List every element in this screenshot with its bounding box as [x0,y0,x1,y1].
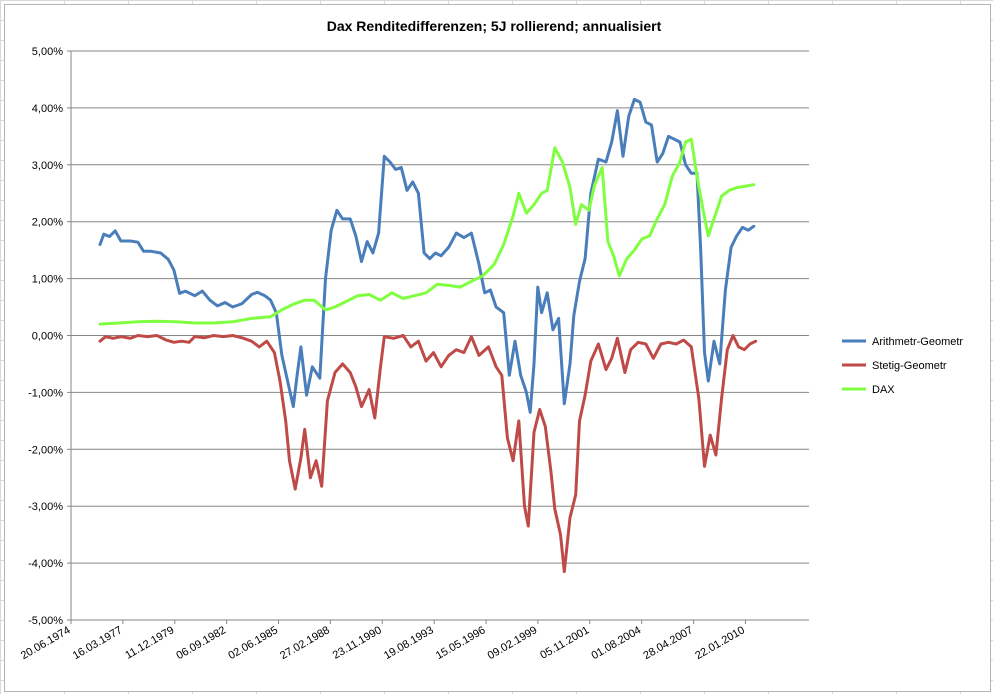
y-tick-label: 0,00% [32,331,63,343]
y-tick-label: -4,00% [28,558,63,570]
y-tick-label: -1,00% [28,387,63,399]
x-tick-label: 28.04.2007 [641,624,695,662]
series-line-arithmetr-geometr[interactable] [98,97,756,414]
y-tick-label: 1,00% [32,274,63,286]
x-tick-label: 20.06.1974 [19,624,73,662]
series-lines [98,97,758,574]
chart-area[interactable] [4,4,991,692]
legend-label: DAX [872,384,895,396]
series-line-stetig-geometr[interactable] [98,334,758,574]
x-tick-label: 01.08.2004 [589,624,643,662]
y-tick-label: -2,00% [28,444,63,456]
gridlines [71,50,809,621]
x-tick-label: 11.12.1979 [123,624,176,662]
legend: Arithmetr-Geometr Stetig-Geometr DAX [842,336,963,396]
x-tick-label: 15.05.1996 [434,624,488,662]
legend-label: Stetig-Geometr [872,360,947,372]
y-tick-label: 4,00% [32,103,63,115]
x-tick-label: 19.08.1993 [382,624,436,662]
chart-title: Dax Renditedifferenzen; 5J rollierend; a… [327,18,662,34]
x-tick-label: 27.02.1988 [278,624,332,662]
x-tick-label: 16.03.1977 [71,624,125,662]
y-tick-label: -3,00% [28,501,63,513]
x-tick-label: 06.09.1982 [174,624,228,662]
series-line-dax[interactable] [98,137,756,326]
x-tick-label: 22.01.2010 [693,624,747,662]
x-tick-label: 09.02.1999 [486,624,540,662]
x-tick-label: 05.11.2001 [538,624,591,662]
y-tick-label: 2,00% [32,217,63,229]
y-tick-label: 5,00% [32,46,63,58]
x-axis-ticks: 20.06.197416.03.197711.12.197906.09.1982… [19,620,747,662]
x-tick-label: 02.06.1985 [226,624,280,662]
y-tick-label: -5,00% [28,615,63,627]
y-tick-label: 3,00% [32,160,63,172]
legend-label: Arithmetr-Geometr [872,336,963,348]
y-axis-ticks: 5,00% 4,00% 3,00% 2,00% 1,00% 0,00% -1,00% -2,0… [28,46,71,627]
x-tick-label: 23.11.1990 [331,624,384,662]
